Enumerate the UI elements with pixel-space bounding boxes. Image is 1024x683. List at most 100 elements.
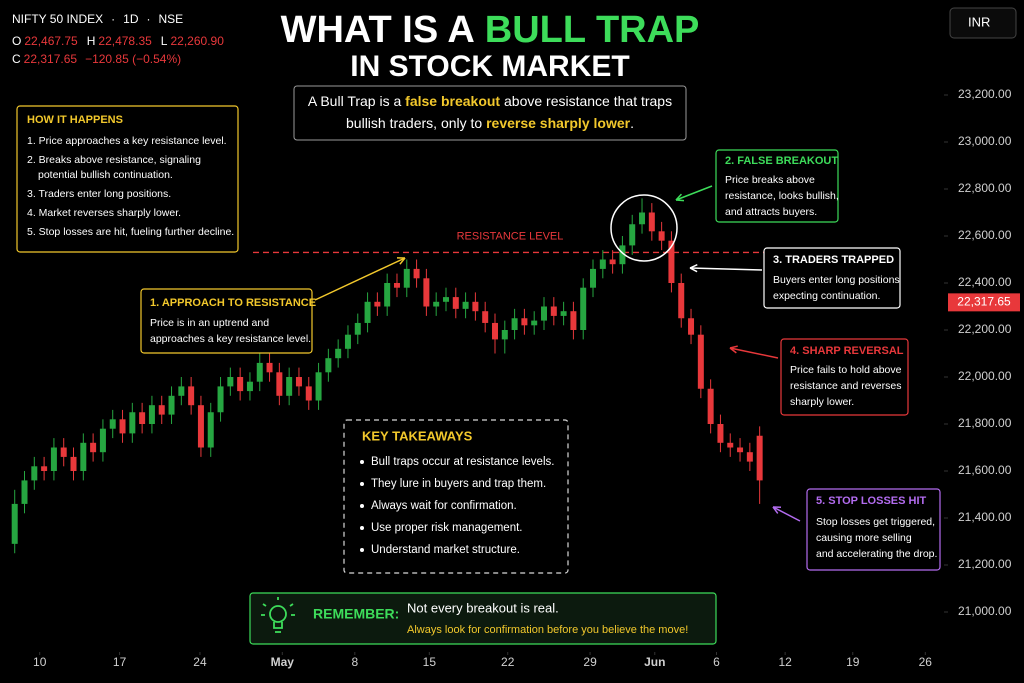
candle-body xyxy=(570,311,577,330)
remember-title: REMEMBER: xyxy=(313,606,399,622)
y-tick-label: 22,800.00 xyxy=(958,181,1012,195)
takeaways-line: Understand market structure. xyxy=(371,544,520,556)
candle-body xyxy=(403,268,410,288)
y-tick-label: 21,600.00 xyxy=(958,463,1012,477)
resistance-label: RESISTANCE LEVEL xyxy=(457,230,564,242)
x-tick-label: 19 xyxy=(846,655,860,669)
candle-body xyxy=(178,386,185,396)
candle-body xyxy=(550,306,557,316)
candle-body xyxy=(295,377,302,387)
y-tick-label: 22,000.00 xyxy=(958,369,1012,383)
candle-body xyxy=(452,297,459,309)
ohlc-value: 22,478.35 xyxy=(98,34,152,48)
candle-body xyxy=(413,268,420,279)
candle-body xyxy=(619,245,626,265)
x-tick-label: 10 xyxy=(33,655,47,669)
definition-text: A Bull Trap is a xyxy=(308,93,405,109)
candle-body xyxy=(11,503,18,544)
close-key: C xyxy=(12,52,21,66)
candle-body xyxy=(629,224,636,246)
candle-body xyxy=(109,419,116,429)
interval: 1D xyxy=(123,12,139,26)
candle-body xyxy=(99,428,106,453)
candle-body xyxy=(237,377,244,392)
x-tick-label: 24 xyxy=(193,655,207,669)
candle-body xyxy=(217,386,224,413)
ohlc-key: O xyxy=(12,34,21,48)
candle-body xyxy=(246,381,253,392)
reversal-box xyxy=(780,338,909,416)
x-tick-label: 8 xyxy=(351,655,358,669)
candle-body xyxy=(197,405,204,448)
ohlc-line: O 22,467.75 H 22,478.35 L 22,260.90 xyxy=(12,34,224,48)
stops-line: and accelerating the drop. xyxy=(816,548,937,560)
candle-body xyxy=(560,311,567,316)
y-tick-label: 22,600.00 xyxy=(958,228,1012,242)
candle-body xyxy=(21,480,28,504)
stops-line: causing more selling xyxy=(816,532,912,544)
y-tick-label: 22,400.00 xyxy=(958,275,1012,289)
reversal-line: sharply lower. xyxy=(790,396,854,408)
y-tick-label: 21,200.00 xyxy=(958,557,1012,571)
how-item: 1. Price approaches a key resistance lev… xyxy=(27,135,227,147)
y-tick-label: 23,000.00 xyxy=(958,134,1012,148)
candle-body xyxy=(433,301,440,307)
definition-highlight: false breakout xyxy=(405,93,500,109)
candle-body xyxy=(50,447,57,471)
definition-line: bullish traders, only to reverse sharply… xyxy=(346,115,634,131)
title-text: WHAT IS A xyxy=(281,9,475,51)
y-tick-label: 23,200.00 xyxy=(958,87,1012,101)
candle-body xyxy=(158,405,165,415)
arrow xyxy=(689,267,763,271)
candle-body xyxy=(688,318,695,335)
candle-body xyxy=(639,212,646,225)
candle-body xyxy=(541,306,548,321)
reversal-title: 4. SHARP REVERSAL xyxy=(790,345,904,357)
x-tick-label: 12 xyxy=(778,655,792,669)
bulb-icon xyxy=(261,597,295,633)
subtitle: IN STOCK MARKET xyxy=(350,50,629,83)
last-price-label: 22,317.65 xyxy=(957,295,1011,309)
candle-body xyxy=(531,320,538,326)
layout xyxy=(261,597,295,633)
takeaways-line: Always wait for confirmation. xyxy=(371,500,517,512)
candle-body xyxy=(599,259,606,269)
breakout-line: resistance, looks bullish, xyxy=(725,190,839,202)
candle-body xyxy=(727,442,734,448)
candle-body xyxy=(119,419,126,434)
candle-body xyxy=(266,362,273,373)
takeaways-title: KEY TAKEAWAYS xyxy=(362,428,473,443)
approach-line: Price is in an uptrend and xyxy=(150,317,269,329)
bullet xyxy=(360,460,364,464)
candle-body xyxy=(305,386,312,401)
title-highlight: BULL TRAP xyxy=(485,9,700,51)
title: WHAT IS A BULL TRAP xyxy=(281,9,700,51)
candle-body xyxy=(188,386,195,406)
trapped-line: expecting continuation. xyxy=(773,290,880,302)
trapped-title: 3. TRADERS TRAPPED xyxy=(773,254,894,266)
candle-body xyxy=(31,466,38,481)
candle-body xyxy=(168,395,175,415)
arrow-head xyxy=(772,506,779,514)
arrow-head xyxy=(399,257,406,265)
how-item: 4. Market reverses sharply lower. xyxy=(27,207,181,219)
candle-body xyxy=(70,456,77,471)
candle-body xyxy=(354,322,361,335)
candle-body xyxy=(521,318,528,326)
candle-body xyxy=(501,330,508,340)
arrow-head xyxy=(675,199,685,202)
candle-body xyxy=(658,231,665,241)
ohlc-key: H xyxy=(87,34,96,48)
x-tick-label: 6 xyxy=(713,655,720,669)
candle-body xyxy=(482,311,489,323)
remember-box xyxy=(249,592,717,645)
candle-body xyxy=(442,297,449,302)
currency-button[interactable] xyxy=(949,7,1017,39)
arrow xyxy=(314,257,406,301)
sep: · xyxy=(111,12,115,26)
remember-line: Not every breakout is real. xyxy=(407,600,559,615)
definition-highlight: reverse sharply lower xyxy=(486,115,631,131)
x-tick-label: 22 xyxy=(501,655,515,669)
reversal-line: Price fails to hold above xyxy=(790,364,902,376)
candle-body xyxy=(90,442,97,453)
